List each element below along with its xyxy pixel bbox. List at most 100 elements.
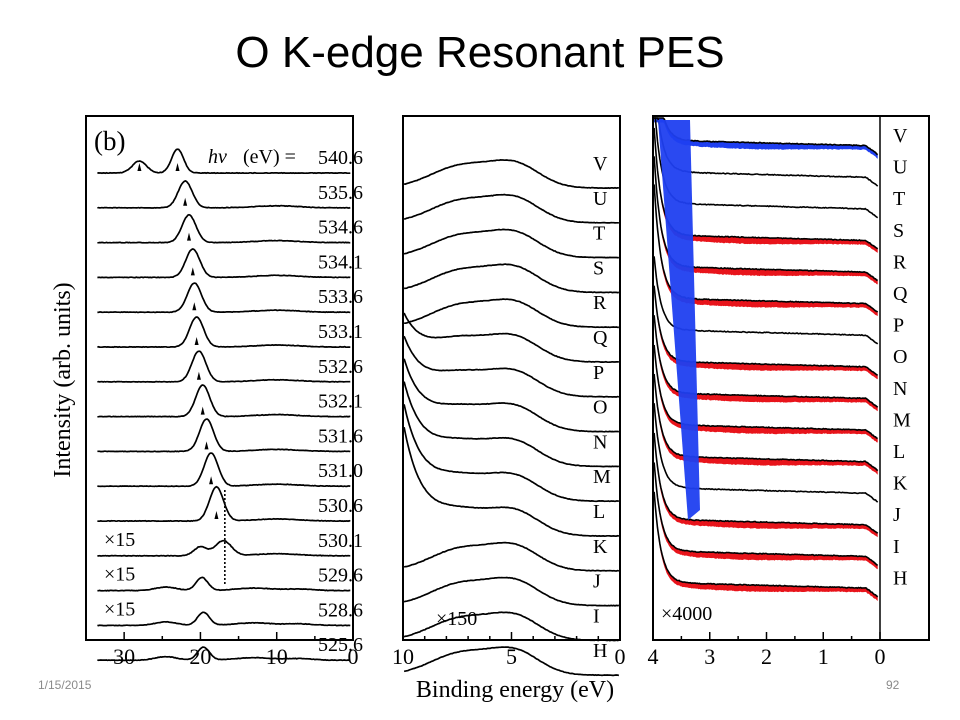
photon-energy-label: 531.6 — [318, 425, 363, 447]
panel-tag: (b) — [94, 126, 125, 156]
peak-marker — [186, 232, 191, 241]
slide-title: O K-edge Resonant PES — [235, 28, 725, 77]
wide-spectrum-trace — [97, 179, 351, 209]
trace-letter-label: U — [893, 157, 908, 179]
valence-spectrum-trace — [403, 228, 619, 259]
peak-marker — [137, 163, 142, 171]
trace-letter-label: T — [593, 223, 605, 245]
photon-energy-label: 534.1 — [318, 251, 363, 273]
x-tick-label: 10 — [392, 644, 414, 669]
difference-shading — [654, 462, 878, 570]
valence-spectrum-trace — [403, 381, 620, 468]
valence-spectrum-trace — [403, 646, 620, 677]
valence-spectrum-trace — [403, 427, 620, 537]
x-tick-label: 0 — [348, 644, 359, 669]
photon-energy-label: 529.6 — [318, 565, 363, 587]
wide-spectrum-trace — [97, 452, 351, 488]
near-edge-spectrum-trace — [653, 462, 879, 567]
valence-spectrum-trace — [404, 159, 619, 190]
footer-date: 1/15/2015 — [38, 678, 92, 692]
trace-letter-label: P — [593, 362, 604, 384]
trace-letter-label: U — [593, 188, 608, 210]
peak-marker — [200, 406, 205, 415]
photon-energy-label: 535.6 — [318, 182, 363, 204]
x-tick-label: 2 — [761, 644, 772, 669]
difference-shading — [654, 118, 878, 159]
peak-marker — [183, 197, 188, 206]
peak-marker — [190, 267, 195, 276]
trace-letter-label: V — [893, 125, 908, 147]
x-axis-label: Binding energy (eV) — [416, 677, 614, 703]
panel-wide-frame — [85, 115, 354, 641]
wide-spectrum-trace — [97, 316, 351, 349]
x-tick-label: 0 — [875, 644, 886, 669]
x-tick-label: 4 — [648, 644, 659, 669]
x-tick-label: 0 — [615, 644, 626, 669]
peak-marker — [175, 163, 180, 171]
trace-letter-label: K — [593, 536, 608, 558]
photon-energy-label: 540.6 — [318, 147, 363, 169]
trace-letter-label: P — [893, 315, 904, 337]
trace-letter-label: M — [893, 409, 911, 431]
scale-factor-label: ×150 — [436, 608, 477, 630]
valence-spectrum-trace — [403, 358, 620, 433]
trace-letter-label: N — [893, 378, 907, 400]
scale-factor-label: ×4000 — [661, 603, 712, 625]
trace-letter-label: Q — [893, 283, 908, 305]
panel-near-edge-frame — [652, 115, 930, 641]
photon-energy-label: 533.1 — [318, 321, 363, 343]
scale-factor-label: ×15 — [104, 529, 135, 551]
difference-shading — [654, 491, 878, 601]
peak-marker — [204, 441, 209, 450]
scale-factor-label: ×15 — [104, 598, 135, 620]
wide-spectrum-trace — [97, 485, 351, 523]
near-edge-spectrum-trace — [654, 117, 879, 156]
difference-shading — [654, 285, 878, 380]
trace-letter-label: T — [893, 188, 905, 210]
near-edge-spectrum-trace — [653, 432, 879, 534]
trace-letter-label: J — [893, 504, 901, 526]
valence-spectrum-trace — [403, 404, 620, 503]
trace-letter-label: R — [893, 251, 907, 273]
valence-spectrum-trace — [403, 541, 620, 572]
scale-factor-label: ×15 — [104, 564, 135, 586]
trace-letter-label: S — [893, 220, 904, 242]
x-tick-label: 30 — [113, 644, 135, 669]
valence-spectrum-trace — [403, 312, 619, 364]
photon-energy-label: 532.1 — [318, 391, 363, 413]
near-edge-spectrum-trace — [654, 117, 879, 187]
trace-letter-label: I — [593, 605, 600, 627]
wide-spectrum-trace — [97, 646, 351, 662]
wide-spectrum-trace — [97, 576, 351, 592]
peak-marker — [196, 371, 201, 380]
difference-shading — [654, 374, 878, 475]
wide-spectrum-trace — [97, 350, 351, 383]
trace-letter-label: L — [593, 501, 605, 523]
wide-spectrum-trace — [97, 611, 351, 627]
peak-marker — [192, 302, 197, 311]
peak-marker — [209, 476, 214, 485]
trace-letter-label: N — [593, 431, 607, 453]
difference-shading — [654, 315, 878, 412]
x-tick-label: 1 — [818, 644, 829, 669]
x-tick-label: 3 — [704, 644, 715, 669]
page-number: 92 — [886, 678, 900, 692]
difference-shading — [654, 345, 878, 443]
wide-spectrum-trace — [97, 213, 351, 244]
photon-energy-label: 532.6 — [318, 356, 363, 378]
photon-energy-label: 525.6 — [318, 634, 363, 656]
trace-letter-label: L — [893, 441, 905, 463]
valence-spectrum-trace — [403, 576, 620, 607]
difference-shading — [654, 432, 878, 538]
photon-energy-label: 533.6 — [318, 286, 363, 308]
wide-spectrum-trace — [97, 148, 351, 175]
x-tick-label: 5 — [506, 644, 517, 669]
valence-spectrum-trace — [404, 298, 619, 329]
y-axis-label: Intensity (arb. units) — [50, 282, 76, 477]
trace-letter-label: O — [893, 346, 907, 368]
photon-energy-label: 534.6 — [318, 217, 363, 239]
trace-letter-label: O — [593, 397, 607, 419]
trace-letter-label: J — [593, 571, 601, 593]
peak-marker — [194, 337, 199, 345]
